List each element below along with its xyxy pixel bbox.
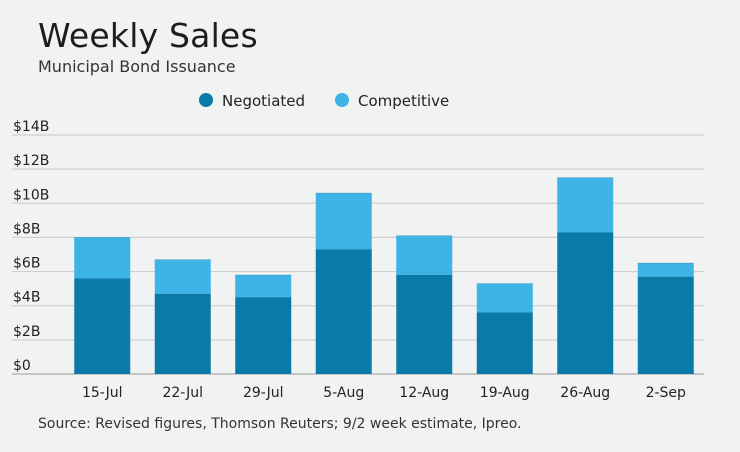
y-tick-label: $8B: [13, 221, 40, 237]
bar-competitive-26-aug: [557, 177, 614, 233]
y-tick-label: $10B: [13, 187, 49, 203]
chart-subtitle: Municipal Bond Issuance: [38, 57, 236, 76]
bar-negotiated-19-aug: [476, 312, 533, 374]
y-tick-label: $4B: [13, 290, 40, 306]
bar-negotiated-22-jul: [154, 293, 211, 374]
legend-swatch-competitive: [335, 93, 349, 107]
legend-swatch-negotiated: [199, 93, 213, 107]
legend: Negotiated Competitive: [199, 92, 449, 110]
legend-label-negotiated: Negotiated: [222, 92, 305, 110]
x-tick-label: 12-Aug: [399, 385, 449, 401]
bar-competitive-2-sep: [637, 263, 694, 277]
legend-label-competitive: Competitive: [358, 92, 449, 110]
x-tick-label: 26-Aug: [560, 385, 610, 401]
y-tick-label: $0: [13, 358, 31, 374]
bar-competitive-29-jul: [235, 274, 292, 298]
x-tick-label: 5-Aug: [323, 385, 364, 401]
x-tick-label: 19-Aug: [480, 385, 530, 401]
source-note: Source: Revised figures, Thomson Reuters…: [38, 416, 522, 432]
bar-negotiated-12-aug: [396, 274, 453, 374]
y-tick-label: $14B: [13, 119, 49, 135]
bars: [74, 177, 694, 374]
bar-negotiated-26-aug: [557, 232, 614, 374]
y-axis-ticks: $0 $2B $4B $6B $8B $10B $12B $14B: [13, 119, 49, 374]
chart-title: Weekly Sales: [38, 16, 258, 55]
x-tick-label: 2-Sep: [646, 385, 686, 401]
y-tick-label: $6B: [13, 256, 40, 272]
bar-competitive-12-aug: [396, 235, 453, 275]
bar-competitive-5-aug: [315, 193, 372, 250]
bar-competitive-22-jul: [154, 259, 211, 294]
x-tick-label: 29-Jul: [243, 385, 284, 401]
y-tick-label: $12B: [13, 153, 49, 169]
bar-negotiated-5-aug: [315, 249, 372, 374]
x-axis-ticks: 15-Jul 22-Jul 29-Jul 5-Aug 12-Aug 19-Aug 26-Au…: [82, 385, 686, 401]
y-tick-label: $2B: [13, 324, 40, 340]
bar-competitive-15-jul: [74, 237, 131, 279]
bar-competitive-19-aug: [476, 283, 533, 313]
bar-negotiated-29-jul: [235, 297, 292, 374]
x-tick-label: 22-Jul: [162, 385, 203, 401]
x-tick-label: 15-Jul: [82, 385, 123, 401]
bar-negotiated-2-sep: [637, 276, 694, 374]
bar-negotiated-15-jul: [74, 278, 131, 374]
